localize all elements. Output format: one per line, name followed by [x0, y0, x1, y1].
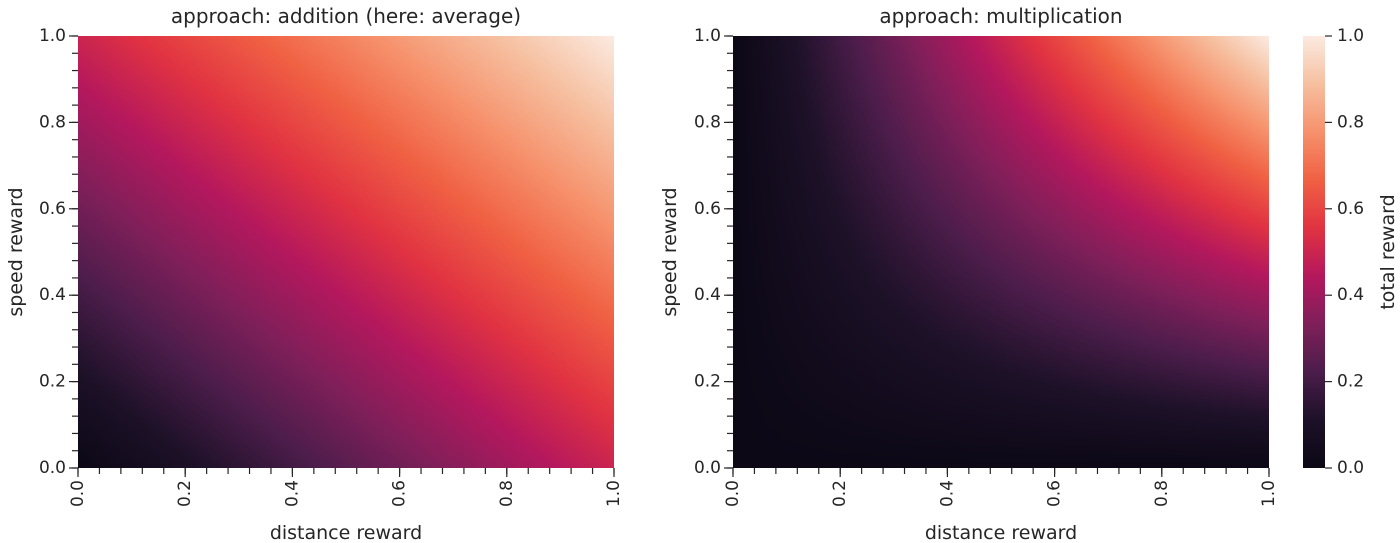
x-axis-label-addition: distance reward: [270, 522, 422, 543]
x-tick-label: 0.6: [1045, 480, 1065, 507]
colorbar-label: total reward: [1377, 194, 1399, 309]
y-tick-label: 0.0: [694, 458, 721, 478]
y-tick-label: 0.8: [694, 112, 721, 132]
colorbar-tick-label: 0.0: [1337, 458, 1364, 478]
y-tick-label: 0.0: [39, 458, 66, 478]
x-tick-label: 0.0: [723, 480, 743, 507]
y-tick-label: 1.0: [39, 26, 66, 46]
panel-addition: approach: addition (here: average) 0.0 0.…: [5, 4, 624, 543]
x-tick-label: 1.0: [1259, 480, 1279, 507]
colorbar-tick-label: 1.0: [1337, 26, 1364, 46]
y-tick-label: 0.4: [694, 285, 721, 305]
colorbar: 0.0 0.2 0.4 0.6 0.8 1.0 total reward: [1303, 26, 1399, 478]
y-tick-label: 0.4: [39, 285, 66, 305]
y-axis-label-addition: speed reward: [5, 187, 27, 316]
heatmap-addition: [78, 36, 614, 468]
x-tick-label: 0.6: [390, 480, 410, 507]
y-axis-multiplication: 0.0 0.2 0.4 0.6 0.8 1.0: [694, 26, 733, 478]
x-tick-label: 0.4: [282, 480, 302, 507]
y-axis-addition: 0.0 0.2 0.4 0.6 0.8 1.0: [39, 26, 78, 478]
panel-multiplication: approach: multiplication 0.0 0.2 0.4 0.6 0.8…: [659, 4, 1279, 543]
y-tick-label: 0.8: [39, 112, 66, 132]
x-tick-label: 1.0: [604, 480, 624, 507]
x-tick-label: 0.8: [1152, 480, 1172, 507]
colorbar-tick-label: 0.2: [1337, 372, 1364, 392]
x-tick-label: 0.2: [175, 480, 195, 507]
chart-title-addition: approach: addition (here: average): [171, 4, 521, 28]
x-tick-label: 0.2: [830, 480, 850, 507]
colorbar-axis: 0.0 0.2 0.4 0.6 0.8 1.0: [1325, 26, 1364, 478]
y-axis-label-multiplication: speed reward: [659, 187, 681, 316]
colorbar-tick-label: 0.4: [1337, 285, 1364, 305]
colorbar-gradient: [1303, 36, 1325, 468]
colorbar-tick-label: 0.6: [1337, 199, 1364, 219]
y-tick-label: 0.2: [694, 372, 721, 392]
x-tick-label: 0.4: [937, 480, 957, 507]
y-tick-label: 0.2: [39, 372, 66, 392]
y-tick-label: 0.6: [694, 199, 721, 219]
x-axis-multiplication: 0.0 0.2 0.4 0.6 0.8 1.0: [723, 468, 1279, 507]
x-tick-label: 0.0: [68, 480, 88, 507]
y-tick-label: 0.6: [39, 199, 66, 219]
x-axis-label-multiplication: distance reward: [925, 522, 1077, 543]
heatmap-multiplication: [733, 36, 1269, 468]
y-tick-label: 1.0: [694, 26, 721, 46]
chart-title-multiplication: approach: multiplication: [879, 4, 1122, 28]
x-axis-addition: 0.0 0.2 0.4 0.6 0.8 1.0: [68, 468, 624, 507]
x-tick-label: 0.8: [497, 480, 517, 507]
colorbar-tick-label: 0.8: [1337, 112, 1364, 132]
